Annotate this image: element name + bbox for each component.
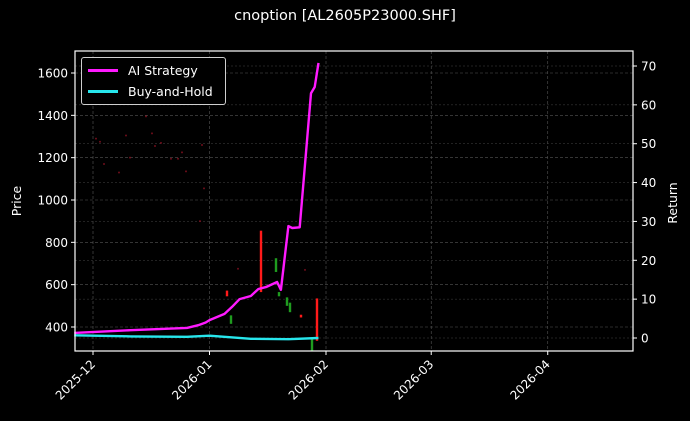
legend: AI Strategy Buy-and-Hold	[81, 57, 226, 105]
series-line	[74, 334, 319, 341]
y-tick-label-right: 60	[641, 98, 656, 112]
series-line	[74, 62, 320, 335]
y-tick-label-right: 50	[641, 137, 656, 151]
candlesticks	[225, 230, 319, 352]
legend-item-ai-strategy: AI Strategy	[88, 60, 198, 80]
axes-frame	[74, 50, 634, 352]
y-tick-label-left: 400	[45, 321, 68, 335]
y-tick-label-left: 1600	[37, 67, 68, 81]
legend-item-buy-and-hold: Buy-and-Hold	[88, 81, 213, 101]
y-axis-label-return: Return	[665, 182, 680, 223]
faint-price-markers	[95, 115, 306, 271]
legend-swatch-buy-and-hold	[88, 89, 118, 93]
y-tick-label-left: 1400	[37, 109, 68, 123]
y-tick-label-left: 800	[45, 236, 68, 250]
series-lines	[74, 62, 320, 341]
chart-title: cnoption [AL2605P23000.SHF]	[234, 8, 456, 24]
y-axis-left: 400 600 800 1000 1200 1400 1600	[37, 67, 75, 335]
legend-label: AI Strategy	[128, 62, 198, 78]
y-axis-right: 0 10 20 30 40 50 60 70	[633, 60, 656, 346]
y-tick-label-right: 20	[641, 254, 656, 268]
y-tick-label-left: 1000	[37, 194, 68, 208]
y-tick-label-right: 70	[641, 60, 656, 74]
y-tick-label-left: 1200	[37, 151, 68, 165]
y-tick-label-right: 40	[641, 176, 656, 190]
y-tick-label-right: 10	[641, 293, 656, 307]
y-tick-label-left: 600	[45, 278, 68, 292]
y-axis-label-price: Price	[9, 185, 24, 216]
legend-label: Buy-and-Hold	[128, 83, 213, 99]
legend-swatch-ai-strategy	[88, 68, 118, 72]
y-tick-label-right: 0	[641, 332, 649, 346]
y-tick-label-right: 30	[641, 215, 656, 229]
